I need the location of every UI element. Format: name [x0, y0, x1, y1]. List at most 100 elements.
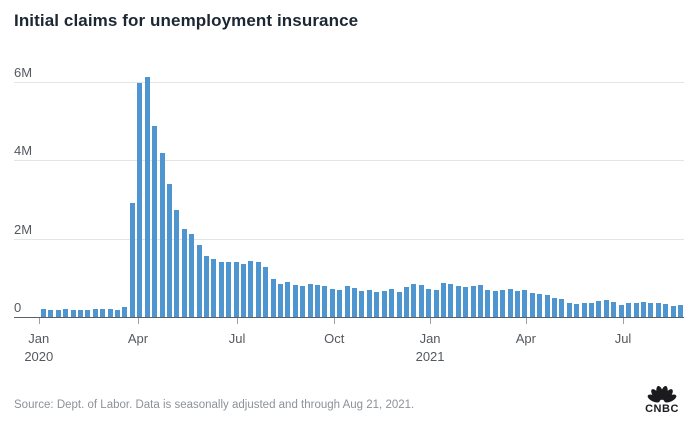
bar[interactable]	[203, 256, 209, 318]
bar[interactable]	[152, 125, 158, 318]
bar[interactable]	[670, 305, 676, 318]
bar[interactable]	[522, 290, 528, 318]
bar[interactable]	[411, 284, 417, 318]
bar[interactable]	[115, 309, 121, 318]
bar[interactable]	[307, 284, 313, 318]
bar[interactable]	[196, 245, 202, 318]
x-tick-mark	[237, 318, 239, 324]
bar[interactable]	[292, 285, 298, 318]
bar[interactable]	[48, 309, 54, 318]
bar[interactable]	[559, 299, 565, 318]
bar[interactable]	[129, 203, 135, 318]
bar[interactable]	[329, 289, 335, 318]
bar[interactable]	[174, 209, 180, 318]
bar[interactable]	[618, 305, 624, 318]
bar[interactable]	[566, 302, 572, 318]
bar[interactable]	[226, 261, 232, 318]
bar[interactable]	[492, 290, 498, 318]
bar[interactable]	[270, 278, 276, 318]
x-tick-label: Jan 2021	[416, 330, 445, 366]
bar[interactable]	[263, 267, 269, 318]
x-tick-month: Oct	[324, 331, 345, 346]
bar[interactable]	[300, 285, 306, 318]
x-tick-mark	[38, 318, 40, 324]
bar[interactable]	[78, 310, 84, 318]
bar[interactable]	[92, 309, 98, 318]
bar[interactable]	[359, 290, 365, 318]
bar[interactable]	[322, 285, 328, 318]
bar[interactable]	[440, 282, 446, 318]
bar[interactable]	[144, 76, 150, 318]
bar[interactable]	[100, 309, 106, 318]
bar[interactable]	[552, 298, 558, 318]
bar[interactable]	[396, 292, 402, 318]
x-tick-month: Jul	[228, 331, 246, 346]
bar[interactable]	[315, 284, 321, 318]
bar[interactable]	[374, 291, 380, 318]
bar[interactable]	[85, 309, 91, 318]
x-tick-year: 2020	[24, 349, 54, 364]
bar[interactable]	[633, 303, 639, 318]
bar[interactable]	[107, 309, 113, 318]
bar[interactable]	[589, 302, 595, 318]
bar[interactable]	[663, 303, 669, 318]
bar[interactable]	[285, 282, 291, 318]
cnbc-logo: CNBC	[640, 386, 684, 415]
bar[interactable]	[574, 303, 580, 318]
bar[interactable]	[248, 260, 254, 318]
y-tick-label: 6M	[14, 64, 33, 80]
bar[interactable]	[433, 290, 439, 318]
x-tick-mark	[430, 318, 432, 324]
bar[interactable]	[477, 285, 483, 318]
bar[interactable]	[655, 303, 661, 318]
bar[interactable]	[418, 285, 424, 318]
bar[interactable]	[137, 82, 143, 318]
bar[interactable]	[426, 289, 432, 318]
bar[interactable]	[485, 290, 491, 318]
bar[interactable]	[381, 290, 387, 318]
bar[interactable]	[581, 303, 587, 318]
bar[interactable]	[640, 301, 646, 318]
bar[interactable]	[337, 290, 343, 318]
bar[interactable]	[500, 290, 506, 318]
bar[interactable]	[463, 287, 469, 318]
bar[interactable]	[544, 295, 550, 318]
bar[interactable]	[63, 309, 69, 318]
bar[interactable]	[255, 262, 261, 318]
bar[interactable]	[70, 309, 76, 318]
bar[interactable]	[41, 309, 46, 318]
gridline	[14, 238, 684, 240]
bar[interactable]	[122, 307, 128, 318]
bar[interactable]	[389, 289, 395, 318]
bar[interactable]	[189, 234, 195, 318]
bar[interactable]	[515, 290, 520, 318]
bar[interactable]	[603, 299, 609, 318]
bar[interactable]	[529, 292, 535, 318]
bar[interactable]	[240, 263, 246, 318]
bar[interactable]	[344, 285, 350, 318]
bar[interactable]	[507, 289, 513, 318]
bar[interactable]	[448, 283, 454, 318]
bar[interactable]	[596, 300, 602, 318]
bar[interactable]	[366, 290, 372, 318]
bar[interactable]	[159, 153, 165, 318]
chart-title: Initial claims for unemployment insuranc…	[14, 11, 359, 30]
bar[interactable]	[181, 228, 187, 318]
bar[interactable]	[648, 302, 654, 318]
bar[interactable]	[233, 262, 239, 318]
bar[interactable]	[218, 261, 224, 318]
bar[interactable]	[403, 287, 409, 318]
bar[interactable]	[352, 288, 358, 318]
bar[interactable]	[455, 285, 461, 318]
bar[interactable]	[211, 258, 217, 318]
bar[interactable]	[626, 302, 632, 318]
bar[interactable]	[537, 293, 543, 318]
bar[interactable]	[166, 183, 172, 318]
bar[interactable]	[278, 284, 283, 318]
x-tick-year: 2021	[415, 349, 445, 364]
bar[interactable]	[677, 305, 683, 318]
bar[interactable]	[55, 309, 61, 318]
x-tick-mark	[525, 318, 527, 324]
bar[interactable]	[611, 301, 617, 318]
bar[interactable]	[470, 285, 476, 318]
